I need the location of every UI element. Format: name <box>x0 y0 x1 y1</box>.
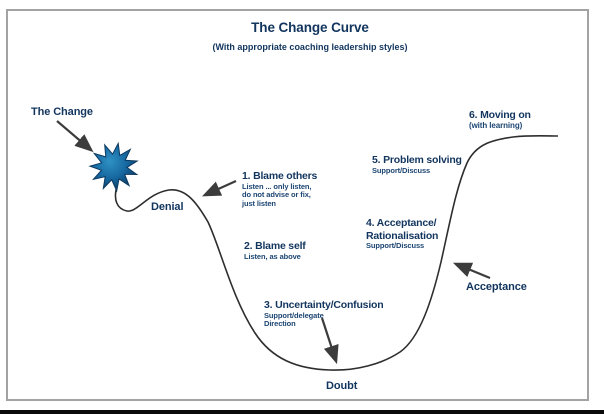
stage-2-blame-self: 2. Blame self Listen, as above <box>244 240 306 261</box>
the-change-arrow <box>56 120 94 153</box>
diagram-border-frame <box>6 9 589 401</box>
stage-3-line-1: Support/delegate <box>264 310 324 320</box>
bottom-black-rule <box>0 410 604 414</box>
stage-2-line-1: Listen, as above <box>244 251 301 261</box>
stage-4-title-line-2: Rationalisation <box>366 229 439 242</box>
blame-others-arrow <box>201 179 237 197</box>
stage-2-title: 2. Blame self <box>244 240 306 252</box>
stage-5-line-1: Support/Discuss <box>372 165 431 175</box>
stage-1-line-3: just listen <box>242 198 276 208</box>
change-curve-line <box>114 134 559 371</box>
stage-3-title: 3. Uncertainty/Confusion <box>264 299 384 311</box>
stage-6-title: 6. Moving on <box>469 109 531 121</box>
stage-5-title: 5. Problem solving <box>372 154 462 166</box>
label-the-change: The Change <box>31 106 93 118</box>
stage-4-acceptance-rationalisation: 4. Acceptance/ Rationalisation Support/D… <box>366 217 438 251</box>
stage-5-problem-solving: 5. Problem solving Support/Discuss <box>372 154 462 175</box>
label-doubt: Doubt <box>326 380 358 392</box>
stage-1-line-2: do not advise or fix, <box>242 190 311 199</box>
label-denial: Denial <box>151 201 184 213</box>
acceptance-arrow <box>452 262 491 280</box>
confusion-arrow <box>320 317 339 365</box>
stage-3-uncertainty: 3. Uncertainty/Confusion Support/delegat… <box>264 299 384 329</box>
stage-1-blame-others: 1. Blame others Listen ... only listen, … <box>242 170 317 208</box>
stage-6-moving-on: 6. Moving on (with learning) <box>469 109 531 130</box>
stage-1-title: 1. Blame others <box>242 170 318 182</box>
stage-3-line-2: Direction <box>264 319 296 328</box>
page-title: The Change Curve <box>251 20 369 35</box>
label-acceptance: Acceptance <box>466 281 527 293</box>
stage-4-line-1: Support/Discuss <box>366 241 425 250</box>
stage-6-line-1: (with learning) <box>469 120 523 130</box>
change-burst-icon <box>88 141 139 193</box>
stage-4-title-line-1: 4. Acceptance/ <box>366 217 437 229</box>
stage-1-line-1: Listen ... only listen, <box>242 181 312 191</box>
page-subtitle: (With appropriate coaching leadership st… <box>212 42 408 52</box>
